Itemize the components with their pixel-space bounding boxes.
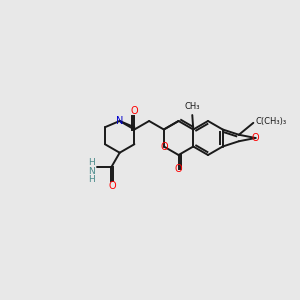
- Text: O: O: [130, 106, 138, 116]
- Text: N: N: [116, 116, 123, 126]
- Text: O: O: [252, 133, 260, 143]
- Text: H: H: [88, 175, 95, 184]
- Text: H: H: [88, 158, 95, 167]
- Text: CH₃: CH₃: [184, 102, 200, 111]
- Text: O: O: [108, 182, 116, 191]
- Text: O: O: [175, 164, 182, 174]
- Text: C(CH₃)₃: C(CH₃)₃: [255, 117, 286, 126]
- Text: O: O: [160, 142, 168, 152]
- Text: N: N: [88, 167, 95, 176]
